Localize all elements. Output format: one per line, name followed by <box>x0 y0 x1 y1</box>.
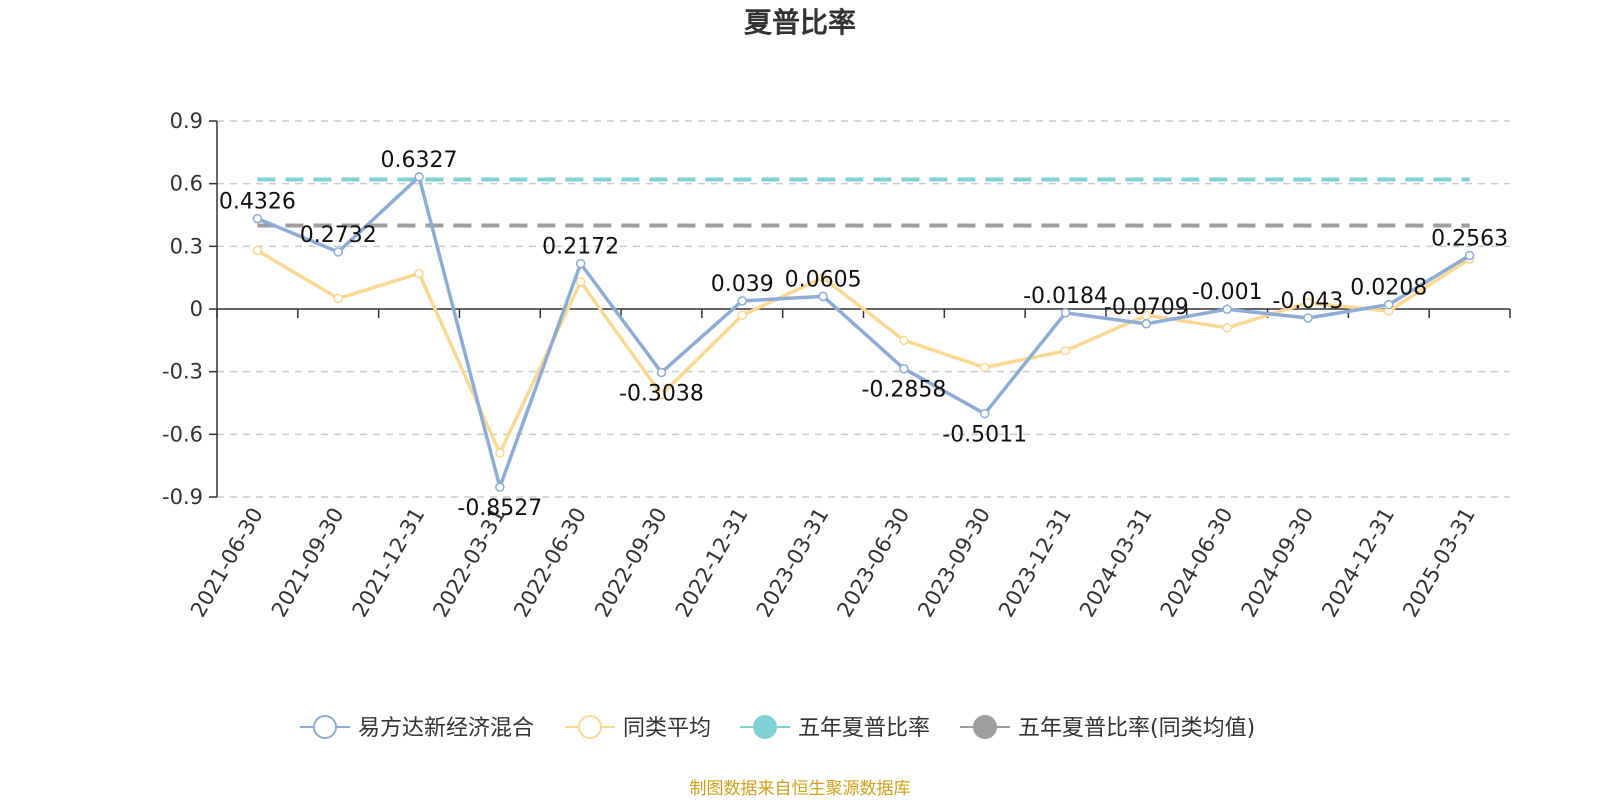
reference-lines <box>257 177 1470 228</box>
y-tick-label: 0.3 <box>170 234 203 258</box>
data-label: -0.043 <box>1273 289 1344 314</box>
series-point <box>1464 250 1475 261</box>
series-point <box>333 293 343 304</box>
source-note: 制图数据来自恒生聚源数据库 <box>690 779 911 799</box>
series-point <box>1060 308 1071 318</box>
data-label: 0.2172 <box>542 235 619 260</box>
x-tick-label: 2021-06-30 <box>186 504 268 622</box>
x-tick-label: 2023-03-31 <box>752 504 834 622</box>
x-tick-label: 2022-03-31 <box>428 504 510 622</box>
data-label: 0.2732 <box>300 223 377 248</box>
data-label: -0.0184 <box>1023 284 1108 309</box>
x-tick-label: 2023-12-31 <box>994 504 1076 622</box>
series-point <box>414 172 424 182</box>
data-label: 0.0208 <box>1350 276 1427 301</box>
data-label: -0.2858 <box>861 378 946 403</box>
series-point <box>1222 323 1232 333</box>
legend-item[interactable]: 五年夏普比率(同类均值) <box>960 715 1255 741</box>
legend-marker <box>753 715 777 739</box>
x-tick-label: 2022-09-30 <box>590 504 672 622</box>
x-tick-label: 2022-12-31 <box>671 504 753 622</box>
series-point <box>899 335 909 346</box>
series-point <box>252 245 263 256</box>
series-point <box>737 310 748 321</box>
legend-label: 五年夏普比率(同类均值) <box>1018 716 1255 741</box>
series-point <box>575 258 586 269</box>
x-tick-label: 2021-09-30 <box>267 504 349 622</box>
x-tick-label: 2024-09-30 <box>1236 504 1318 622</box>
series-point <box>979 408 990 419</box>
x-tick-label: 2025-03-31 <box>1398 504 1480 622</box>
legend-label: 同类平均 <box>623 716 711 741</box>
data-label: 0.039 <box>711 272 774 297</box>
series-point <box>495 482 505 492</box>
series-line <box>256 175 1471 489</box>
series-point <box>979 362 990 373</box>
legend-marker <box>973 715 997 739</box>
series-line <box>256 249 1471 455</box>
legend-marker <box>313 715 337 739</box>
x-tick-label: 2022-06-30 <box>509 504 591 622</box>
legend-item[interactable]: 易方达新经济混合 <box>300 715 534 741</box>
data-label: -0.0709 <box>1104 295 1189 320</box>
series-point <box>656 389 667 400</box>
x-tick-label: 2024-06-30 <box>1156 504 1238 622</box>
x-tick-label: 2024-12-31 <box>1317 504 1399 622</box>
legend-label: 易方达新经济混合 <box>358 716 534 741</box>
data-label: 0.0605 <box>785 267 862 292</box>
data-label: -0.8527 <box>457 496 542 521</box>
series-point <box>899 363 909 374</box>
y-tick-label: 0.9 <box>170 109 203 133</box>
data-label: 0.4326 <box>219 190 296 215</box>
series-point <box>252 213 263 224</box>
series-lines <box>252 172 1475 492</box>
y-tick-label: -0.9 <box>162 485 203 509</box>
series-point <box>656 367 667 378</box>
series-point <box>1303 297 1313 308</box>
legend-item[interactable]: 同类平均 <box>565 715 711 741</box>
series-point <box>575 277 586 287</box>
series-point <box>818 272 828 283</box>
data-label: 0.2563 <box>1431 226 1508 251</box>
legend-item[interactable]: 五年夏普比率 <box>740 715 930 741</box>
chart-title: 夏普比率 <box>744 6 856 39</box>
series-point <box>737 296 748 306</box>
series-point <box>1303 313 1313 323</box>
data-label: -0.001 <box>1192 280 1263 305</box>
y-tick-label: 0 <box>190 297 203 321</box>
legend-label: 五年夏普比率 <box>798 716 930 741</box>
series-point <box>818 291 828 302</box>
x-tick-label: 2023-06-30 <box>832 504 914 622</box>
legend[interactable]: 易方达新经济混合 同类平均 五年夏普比率 五年夏普比率(同类均值) <box>300 715 1255 741</box>
series-point <box>414 268 424 279</box>
data-label: -0.5011 <box>942 423 1027 448</box>
series-point <box>495 448 505 458</box>
y-tick-label: -0.3 <box>162 360 203 384</box>
y-tick-label: -0.6 <box>162 422 203 446</box>
x-tick-label: 2024-03-31 <box>1075 504 1157 622</box>
data-label: 0.6327 <box>381 148 458 173</box>
x-tick-label: 2021-12-31 <box>348 504 430 622</box>
series-point <box>333 247 343 257</box>
data-label: -0.3038 <box>619 381 704 406</box>
y-tick-label: 0.6 <box>170 172 203 196</box>
x-tick-label: 2023-09-30 <box>913 504 995 622</box>
series-point <box>1384 299 1394 310</box>
series-point <box>1141 319 1152 329</box>
legend-marker <box>578 715 602 739</box>
series-point <box>1222 304 1232 314</box>
series-point <box>1060 346 1071 356</box>
